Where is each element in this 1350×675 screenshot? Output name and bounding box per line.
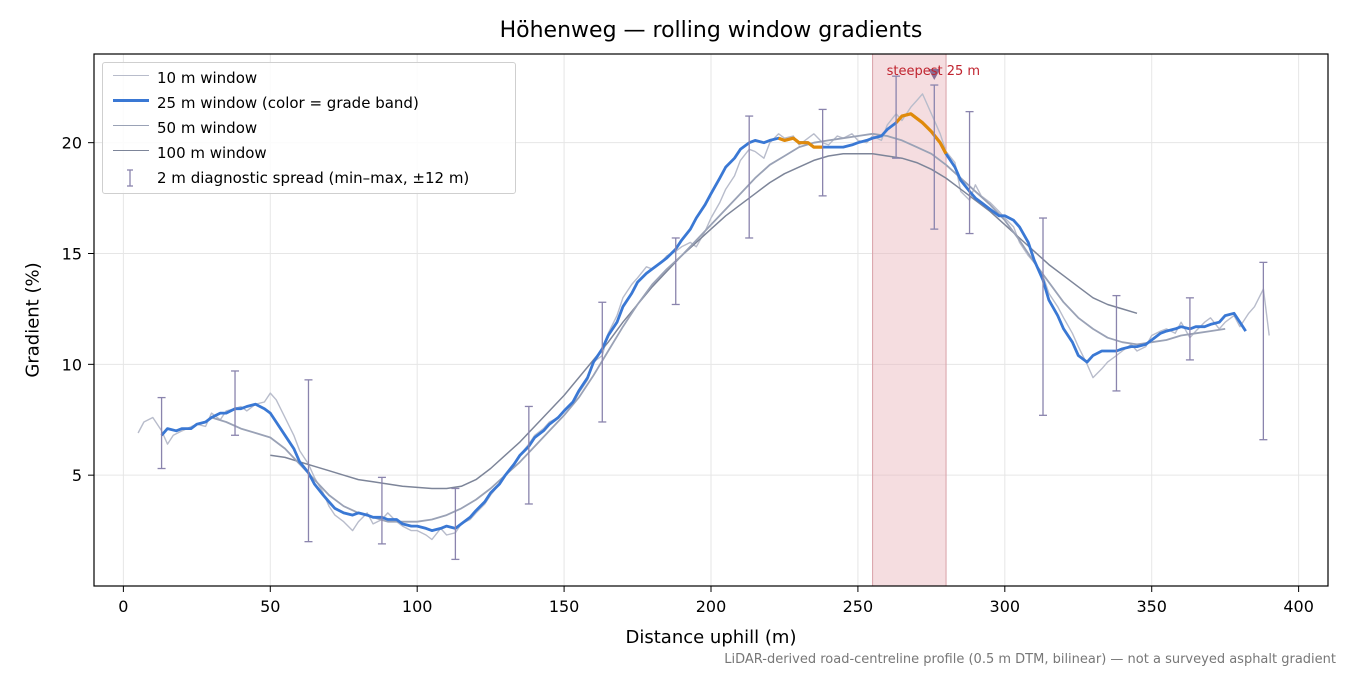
series-25m-steep-segment xyxy=(778,136,823,149)
spread-errorbar xyxy=(1039,217,1048,416)
x-tick-label: 50 xyxy=(260,597,280,616)
x-tick-label: 200 xyxy=(696,597,727,616)
legend-item-50m: 50 m window xyxy=(103,117,515,139)
spread-errorbar xyxy=(965,110,974,235)
chart-title: Höhenweg — rolling window gradients xyxy=(499,18,923,43)
x-tick-label: 250 xyxy=(843,597,874,616)
series-10m-line xyxy=(137,93,1270,541)
legend-label-100m: 100 m window xyxy=(157,144,267,162)
legend-item-10m: 10 m window xyxy=(103,67,515,89)
legend-label-spread: 2 m diagnostic spread (min–max, ±12 m) xyxy=(157,169,470,187)
x-tick-label: 400 xyxy=(1283,597,1314,616)
steepest-label: steepest 25 m xyxy=(887,64,980,79)
x-tick-label: 100 xyxy=(402,597,433,616)
spread-errorbar xyxy=(1259,261,1268,441)
spread-errorbar xyxy=(524,405,533,505)
x-tick-label: 350 xyxy=(1136,597,1167,616)
spread-errorbar xyxy=(671,237,680,306)
spread-errorbar xyxy=(377,476,386,545)
spread-errorbar xyxy=(304,379,313,543)
spread-errorbar xyxy=(892,75,901,159)
legend-item-25m: 25 m window (color = grade band) xyxy=(103,92,515,114)
legend-swatch-100m xyxy=(113,150,149,151)
spread-errorbar xyxy=(1185,297,1194,361)
spread-errorbar xyxy=(598,301,607,423)
x-tick-label: 0 xyxy=(118,597,128,616)
y-tick-label: 10 xyxy=(62,355,82,374)
legend: 10 m window 25 m window (color = grade b… xyxy=(102,62,516,194)
legend-swatch-10m xyxy=(113,75,149,76)
steepest-marker xyxy=(928,68,941,80)
y-tick-label: 5 xyxy=(72,466,82,485)
y-axis-label: Gradient (%) xyxy=(22,262,44,378)
series-25m-steep-segment xyxy=(894,112,948,155)
series-50m-line xyxy=(211,132,1226,523)
x-tick-label: 300 xyxy=(990,597,1021,616)
spread-errorbar xyxy=(930,84,939,230)
y-tick-label: 15 xyxy=(62,245,82,264)
spread-errorbar xyxy=(231,370,240,436)
legend-label-25m: 25 m window (color = grade band) xyxy=(157,94,419,112)
legend-item-100m: 100 m window xyxy=(103,142,515,164)
y-tick-label: 20 xyxy=(62,134,82,153)
x-tick-label: 150 xyxy=(549,597,580,616)
series-100m-line xyxy=(270,153,1138,490)
spread-errorbar xyxy=(1112,294,1121,392)
spread-errorbar xyxy=(745,115,754,239)
legend-item-spread: 2 m diagnostic spread (min–max, ±12 m) xyxy=(103,167,515,189)
legend-label-50m: 50 m window xyxy=(157,119,258,137)
legend-swatch-25m xyxy=(113,99,149,102)
legend-swatch-spread xyxy=(127,169,133,187)
spread-errorbar xyxy=(157,396,166,470)
legend-swatch-50m xyxy=(113,125,149,126)
series-25m-line xyxy=(160,112,1247,532)
spread-errorbar xyxy=(818,108,827,197)
x-axis-label: Distance uphill (m) xyxy=(625,627,797,648)
legend-label-10m: 10 m window xyxy=(157,69,258,87)
spread-errorbar xyxy=(451,487,460,561)
footnote: LiDAR-derived road-centreline profile (0… xyxy=(724,652,1336,667)
